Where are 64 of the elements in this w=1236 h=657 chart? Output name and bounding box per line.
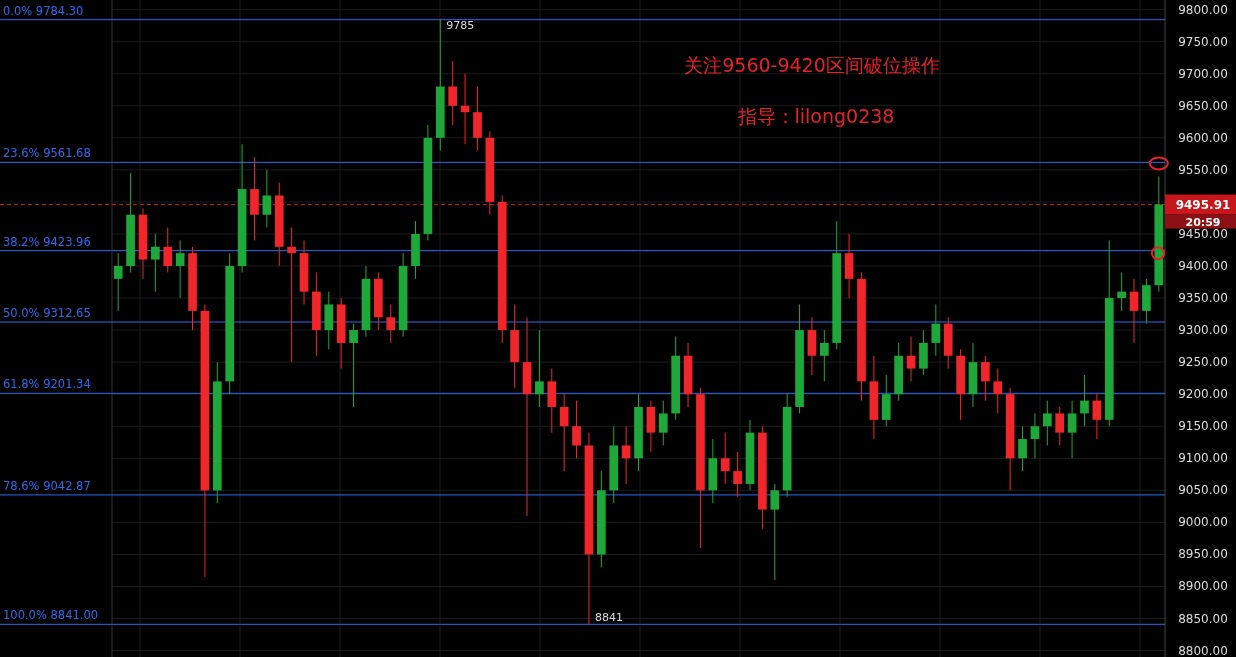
annotation: 指导：lilong0238 <box>736 105 895 127</box>
y-tick-label: 8850.00 <box>1178 611 1228 626</box>
candlestick <box>1117 271 1126 312</box>
y-tick-label: 9750.00 <box>1178 34 1228 49</box>
y-tick-label: 9700.00 <box>1178 66 1228 81</box>
candlestick <box>151 233 160 293</box>
y-tick-label: 9300.00 <box>1178 323 1228 338</box>
candlestick <box>448 60 458 126</box>
y-tick-label: 8950.00 <box>1178 547 1228 562</box>
ref-line-label: 23.6% 9561.68 <box>3 146 91 161</box>
y-tick-label: 9150.00 <box>1178 419 1228 434</box>
y-tick-label: 9050.00 <box>1178 483 1228 498</box>
candlestick <box>621 425 631 485</box>
candlestick <box>262 169 272 229</box>
candlestick <box>113 252 123 312</box>
ref-line-label: 0.0% 9784.30 <box>3 3 84 18</box>
candlestick <box>349 323 358 408</box>
candlestick <box>386 303 396 344</box>
y-tick-label: 9000.00 <box>1178 515 1228 530</box>
candlestick <box>906 336 916 382</box>
candlestick <box>931 303 941 357</box>
ref-line-label: 78.6% 9042.87 <box>3 478 91 493</box>
candlestick <box>1042 400 1052 446</box>
candlestick <box>993 368 1003 414</box>
candlestick <box>1129 278 1139 344</box>
y-tick-label: 9600.00 <box>1178 130 1228 145</box>
annotation: 8841 <box>594 611 623 625</box>
ref-line-label: 9495.91 <box>1175 197 1231 212</box>
candlestick <box>1018 425 1027 472</box>
y-tick-label: 8900.00 <box>1178 579 1228 594</box>
candlestick <box>287 227 296 363</box>
y-tick-label: 9100.00 <box>1178 451 1228 466</box>
y-tick-label: 9450.00 <box>1178 226 1228 241</box>
ref-line-label: 38.2% 9423.96 <box>3 234 91 249</box>
candlestick <box>733 451 742 498</box>
y-tick-label: 9400.00 <box>1178 259 1228 273</box>
candlestick <box>1055 406 1065 446</box>
y-tick-label: 9800.00 <box>1178 2 1228 17</box>
candlestick <box>175 239 185 299</box>
candlestick <box>1092 393 1102 440</box>
y-tick-label: 9200.00 <box>1178 387 1228 402</box>
candlestick <box>572 400 581 459</box>
candlestick <box>981 355 990 402</box>
annotation: 关注9560-9420区间破位操作 <box>684 54 940 76</box>
candlestick <box>720 432 730 485</box>
candlestick <box>819 329 829 382</box>
candlestick <box>770 483 780 581</box>
candlestick <box>1030 412 1040 459</box>
candlestick <box>1080 374 1089 427</box>
y-tick-label: 9550.00 <box>1178 162 1228 177</box>
ref-line-label: 61.8% 9201.34 <box>3 377 91 392</box>
candlestick <box>163 227 173 273</box>
text: 20:59 <box>1185 215 1221 229</box>
candlestick <box>1067 400 1077 459</box>
ref-line-label: 100.0% 8841.00 <box>3 608 99 623</box>
candlestick <box>535 329 544 408</box>
candlestick <box>658 400 668 446</box>
annotation: 9785 <box>446 19 475 33</box>
candlestick <box>559 393 569 472</box>
y-tick-label: 9250.00 <box>1178 355 1228 370</box>
y-tick-label: 8800.00 <box>1178 643 1228 657</box>
y-tick-label: 9350.00 <box>1178 291 1228 306</box>
ref-line-label: 50.0% 9312.65 <box>3 305 91 320</box>
y-tick-label: 9650.00 <box>1178 98 1228 113</box>
